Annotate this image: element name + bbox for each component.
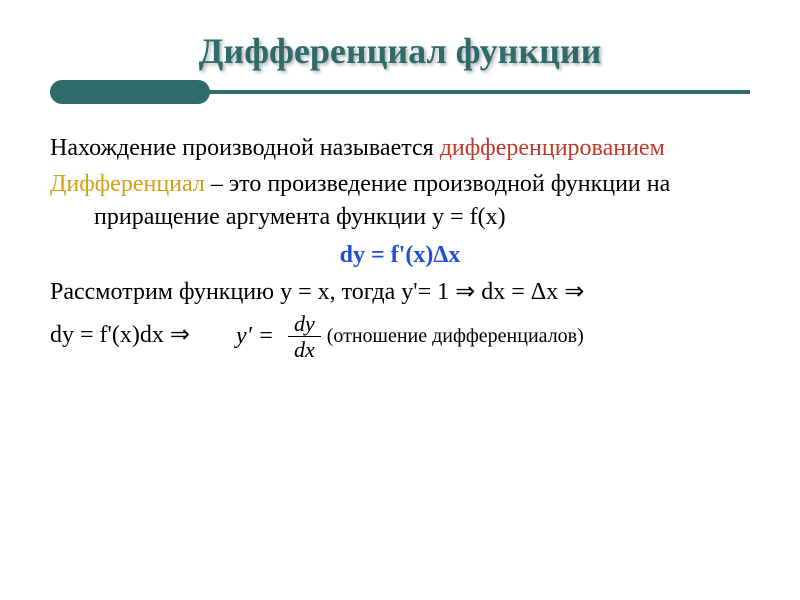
formula-1: dy = f'(x)Δx bbox=[50, 239, 750, 271]
paragraph-1: Нахождение производной называется диффер… bbox=[50, 132, 750, 164]
frac-denominator: dx bbox=[288, 336, 321, 361]
paragraph-2: Дифференциал – это произведение производ… bbox=[50, 168, 750, 233]
paragraph-4: dy = f'(x)dx ⇒ y' = dy dx (отношение диф… bbox=[50, 312, 750, 361]
title-area: Дифференциал функции bbox=[50, 30, 750, 72]
slide-title: Дифференциал функции bbox=[50, 30, 750, 72]
arrow-1: ⇒ bbox=[455, 278, 475, 305]
title-divider bbox=[50, 80, 750, 104]
arrow-3: ⇒ bbox=[170, 321, 190, 348]
p1-text: Нахождение производной называется bbox=[50, 135, 440, 161]
p4-note: (отношение дифференциалов) bbox=[327, 325, 584, 347]
p4-text-a: dy = f'(x)dx bbox=[50, 322, 170, 348]
paragraph-3: Рассмотрим функцию y = x, тогда y'= 1 ⇒ … bbox=[50, 276, 750, 308]
slide: Дифференциал функции Нахождение производ… bbox=[0, 0, 800, 600]
frac-lhs: y' = bbox=[236, 320, 274, 352]
p1-term: дифференцированием bbox=[440, 135, 665, 161]
p2-term: Дифференциал bbox=[50, 171, 205, 197]
divider-knob bbox=[50, 80, 210, 104]
arrow-2: ⇒ bbox=[564, 278, 584, 305]
fraction: dy dx bbox=[288, 312, 321, 361]
frac-numerator: dy bbox=[288, 312, 321, 336]
fraction-expression: y' = dy dx bbox=[236, 312, 321, 361]
p3-text-a: Рассмотрим функцию y = x, тогда y'= 1 bbox=[50, 279, 455, 305]
content-area: Нахождение производной называется диффер… bbox=[50, 132, 750, 361]
p3-text-b: dx = Δx bbox=[475, 279, 564, 305]
